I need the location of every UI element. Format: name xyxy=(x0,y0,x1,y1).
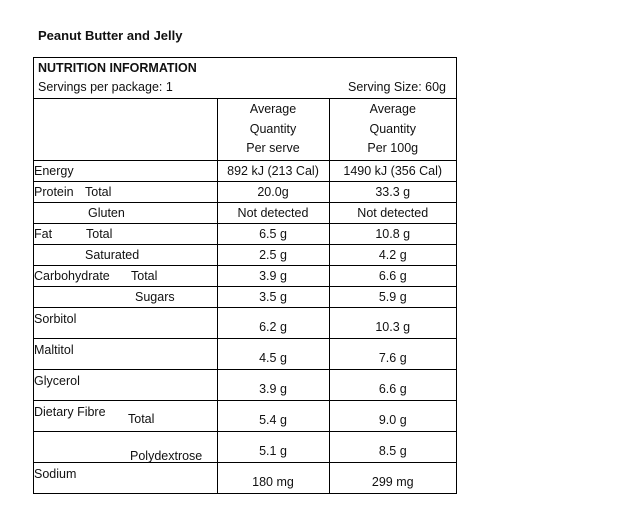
row-dietary-fibre: Dietary Fibre Total 5.4 g 9.0 g xyxy=(34,399,456,432)
panel-header: NUTRITION INFORMATION Servings per packa… xyxy=(34,58,456,98)
row-carbohydrate: Carbohydrate Total 3.9 g 6.6 g xyxy=(34,264,456,287)
nutrition-panel: NUTRITION INFORMATION Servings per packa… xyxy=(33,57,457,494)
nutrition-table: Average Quantity Per serve Average Quant… xyxy=(34,98,456,493)
row-sodium: Sodium 180 mg 299 mg xyxy=(34,461,456,493)
product-title: Peanut Butter and Jelly xyxy=(38,28,183,43)
row-protein: Protein Total 20.0g 33.3 g xyxy=(34,180,456,203)
row-sugars: Sugars 3.5 g 5.9 g xyxy=(34,285,456,308)
serving-size: Serving Size: 60g xyxy=(348,80,446,94)
row-polydextrose: Polydextrose 5.1 g 8.5 g xyxy=(34,430,456,463)
per-serve-header: Average Quantity Per serve xyxy=(216,98,330,161)
row-fat: Fat Total 6.5 g 10.8 g xyxy=(34,222,456,245)
blank-header-cell xyxy=(34,98,218,161)
row-gluten: Gluten Not detected Not detected xyxy=(34,201,456,224)
column-header-row: Average Quantity Per serve Average Quant… xyxy=(34,98,456,161)
row-glycerol: Glycerol 3.9 g 6.6 g xyxy=(34,368,456,401)
servings-per-package: Servings per package: 1 xyxy=(38,80,173,94)
row-energy: Energy 892 kJ (213 Cal) 1490 kJ (356 Cal… xyxy=(34,159,456,182)
per-100g-header: Average Quantity Per 100g xyxy=(328,98,456,161)
row-maltitol: Maltitol 4.5 g 7.6 g xyxy=(34,337,456,370)
panel-heading: NUTRITION INFORMATION xyxy=(38,61,197,75)
row-sorbitol: Sorbitol 6.2 g 10.3 g xyxy=(34,306,456,339)
row-saturated: Saturated 2.5 g 4.2 g xyxy=(34,243,456,266)
